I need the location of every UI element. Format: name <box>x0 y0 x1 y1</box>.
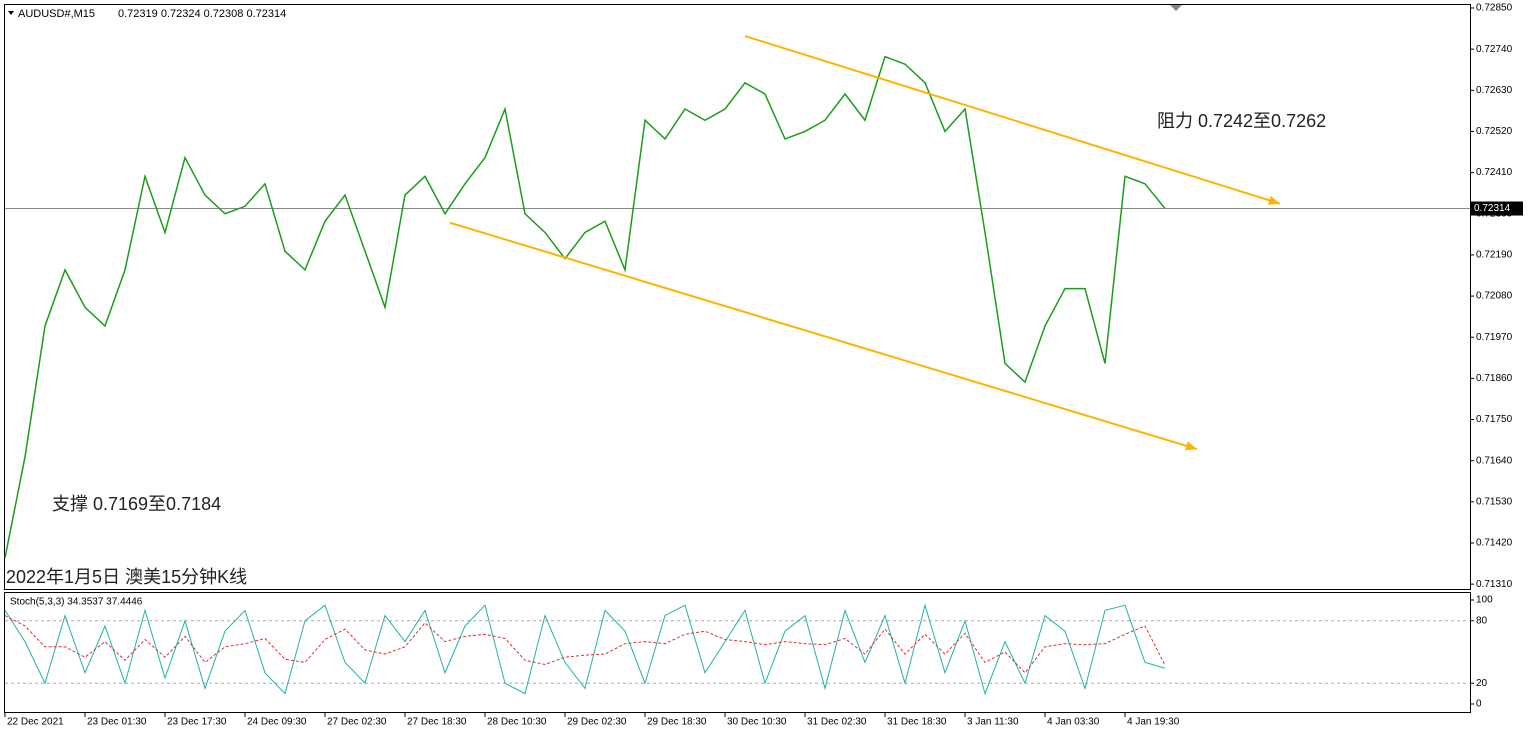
arrowhead <box>1268 195 1280 205</box>
x-tick-label: 31 Dec 18:30 <box>887 717 947 728</box>
arrowhead <box>1185 441 1197 451</box>
x-tick-label: 28 Dec 10:30 <box>487 717 547 728</box>
shift-marker <box>1170 5 1182 11</box>
y-tick-label: 20 <box>1476 678 1488 689</box>
y-tick-label: 0.71970 <box>1476 332 1513 343</box>
y-tick-label: 100 <box>1476 595 1493 606</box>
x-tick-label: 30 Dec 10:30 <box>727 717 787 728</box>
x-tick-label: 27 Dec 02:30 <box>327 717 387 728</box>
x-tick-label: 27 Dec 18:30 <box>407 717 467 728</box>
y-tick-label: 0.71420 <box>1476 538 1513 549</box>
x-tick-label: 3 Jan 11:30 <box>967 717 1019 728</box>
annotation: 支撑 0.7169至0.7184 <box>52 494 221 514</box>
y-tick-label: 0.72190 <box>1476 250 1513 261</box>
y-tick-label: 0.71310 <box>1476 579 1513 590</box>
y-tick-label: 0.71530 <box>1476 496 1513 507</box>
x-tick-label: 4 Jan 03:30 <box>1047 717 1100 728</box>
stoch-panel <box>4 592 1471 713</box>
x-tick-label: 23 Dec 17:30 <box>167 717 227 728</box>
x-tick-label: 23 Dec 01:30 <box>87 717 147 728</box>
y-tick-label: 0.72740 <box>1476 44 1513 55</box>
symbol: AUDUSD#,M15 <box>18 8 95 20</box>
price-panel <box>4 4 1471 590</box>
y-tick-label: 0.71750 <box>1476 414 1513 425</box>
annotation: 2022年1月5日 澳美15分钟K线 <box>6 567 247 587</box>
y-tick-label: 0.72520 <box>1476 126 1513 137</box>
y-tick-label: 0 <box>1476 699 1482 710</box>
y-tick-label: 0.72630 <box>1476 85 1513 96</box>
x-tick-label: 29 Dec 18:30 <box>647 717 707 728</box>
ohlc: 0.72319 0.72324 0.72308 0.72314 <box>118 8 286 20</box>
x-tick-label: 31 Dec 02:30 <box>807 717 867 728</box>
y-tick-label: 0.72410 <box>1476 167 1513 178</box>
indicator-title: Stoch(5,3,3) 34.3537 37.4446 <box>10 597 143 608</box>
y-tick-label: 0.72850 <box>1476 3 1513 14</box>
series-line <box>4 615 1166 674</box>
x-tick-label: 29 Dec 02:30 <box>567 717 627 728</box>
series-line <box>4 55 1166 559</box>
y-tick-label: 0.72080 <box>1476 291 1513 302</box>
menu-icon <box>8 11 14 15</box>
annotation: 阻力 0.7242至0.7262 <box>1157 111 1326 131</box>
y-tick-label: 80 <box>1476 615 1488 626</box>
y-tick-label: 0.71640 <box>1476 455 1513 466</box>
series-line <box>4 603 1166 696</box>
current-price-box <box>1471 201 1523 216</box>
y-tick-label: 0.71860 <box>1476 373 1513 384</box>
current-price-label: 0.72314 <box>1474 203 1511 214</box>
trendline <box>449 221 1198 451</box>
x-tick-label: 22 Dec 2021 <box>7 717 64 728</box>
trendline <box>744 35 1281 205</box>
x-tick-label: 24 Dec 09:30 <box>247 717 307 728</box>
x-tick-label: 4 Jan 19:30 <box>1127 717 1180 728</box>
